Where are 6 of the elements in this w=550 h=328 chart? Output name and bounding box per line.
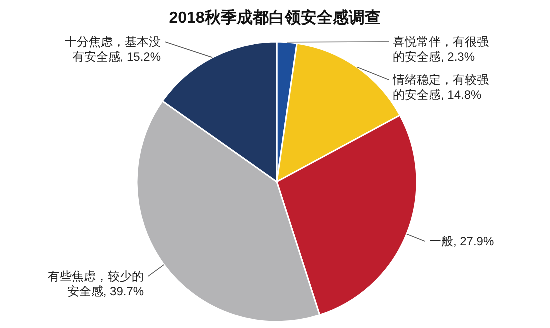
slice-label: 喜悦常伴，有很强的安全感, 2.3%	[393, 35, 489, 64]
slice-label: 一般, 27.9%	[429, 234, 494, 249]
chart-title: 2018秋季成都白领安全感调查	[169, 8, 381, 27]
slice-label: 有些焦虑，较少的安全感, 39.7%	[48, 270, 144, 299]
slice-label: 情绪稳定，有较强的安全感, 14.8%	[392, 73, 489, 102]
slice-label: 十分焦虑，基本没有安全感, 15.2%	[65, 35, 162, 64]
